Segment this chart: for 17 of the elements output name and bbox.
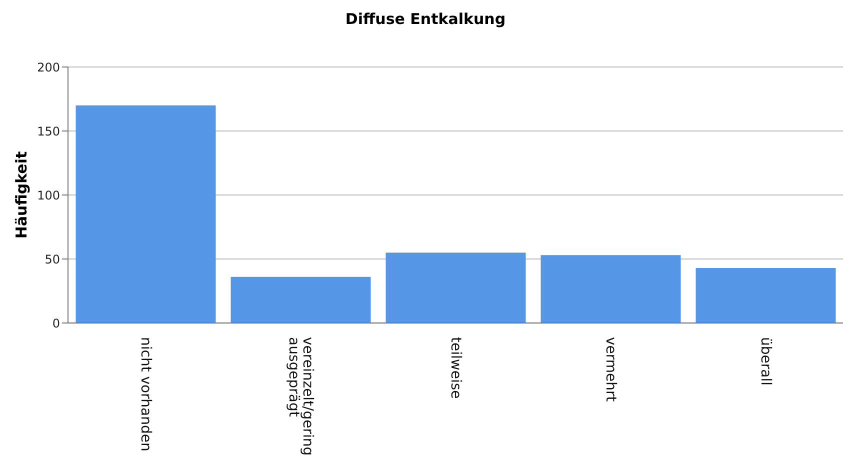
y-tick-label: 200 <box>37 60 60 74</box>
bar <box>540 255 681 323</box>
x-tick-label: nicht vorhanden <box>138 337 154 452</box>
y-axis-title: Häufigkeit <box>13 151 31 239</box>
bar <box>230 276 371 323</box>
x-tick-label: überall <box>758 337 774 386</box>
x-tick-label: teilweise <box>448 337 464 399</box>
y-tick-label: 0 <box>52 316 60 330</box>
chart-title: Diffuse Entkalkung <box>344 10 507 28</box>
y-tick-label: 100 <box>37 188 60 202</box>
y-tick-label: 150 <box>37 124 60 138</box>
bar <box>76 105 216 323</box>
bar <box>386 252 526 323</box>
x-tick-label: vermehrt <box>602 337 618 402</box>
x-tick-label: vereinzelt/gering ausgeprägt <box>286 337 316 456</box>
y-tick-label: 50 <box>44 252 60 266</box>
bar <box>696 268 836 323</box>
